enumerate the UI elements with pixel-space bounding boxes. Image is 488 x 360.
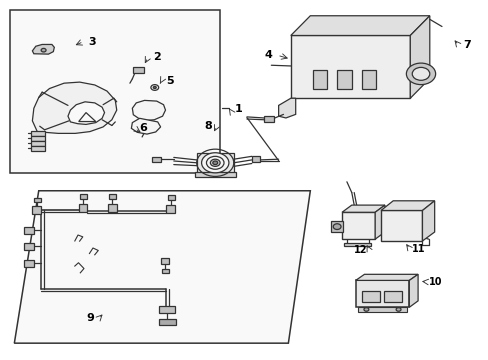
Bar bbox=[34, 198, 41, 202]
Polygon shape bbox=[355, 274, 417, 280]
Polygon shape bbox=[341, 205, 384, 212]
Bar bbox=[133, 67, 144, 73]
Bar bbox=[32, 206, 41, 214]
Bar bbox=[108, 204, 117, 212]
Polygon shape bbox=[132, 100, 165, 121]
Bar bbox=[341, 212, 374, 239]
Bar bbox=[31, 136, 44, 140]
Circle shape bbox=[395, 308, 400, 311]
Bar bbox=[361, 291, 379, 302]
Polygon shape bbox=[408, 274, 417, 307]
Circle shape bbox=[201, 153, 228, 173]
Polygon shape bbox=[32, 44, 54, 54]
Text: 4: 4 bbox=[264, 50, 272, 60]
Text: 10: 10 bbox=[428, 277, 442, 287]
Bar bbox=[24, 260, 34, 267]
Bar bbox=[357, 307, 406, 312]
Bar bbox=[290, 36, 409, 98]
Circle shape bbox=[151, 85, 158, 90]
Bar bbox=[24, 227, 34, 234]
Bar bbox=[355, 280, 408, 307]
Polygon shape bbox=[380, 201, 434, 211]
Bar bbox=[24, 243, 34, 250]
Bar bbox=[380, 211, 422, 241]
Bar bbox=[152, 157, 160, 162]
Bar bbox=[109, 194, 116, 199]
Circle shape bbox=[332, 224, 340, 229]
Circle shape bbox=[210, 159, 220, 166]
Text: 5: 5 bbox=[166, 76, 174, 86]
Bar bbox=[31, 146, 44, 150]
Bar bbox=[10, 10, 220, 173]
Text: 9: 9 bbox=[86, 314, 94, 323]
Text: 12: 12 bbox=[353, 245, 366, 255]
Bar bbox=[166, 205, 175, 213]
Text: 7: 7 bbox=[463, 40, 470, 50]
Text: 6: 6 bbox=[140, 123, 147, 133]
Bar bbox=[264, 116, 273, 122]
Bar bbox=[251, 156, 259, 162]
Bar bbox=[160, 258, 169, 264]
Circle shape bbox=[406, 63, 435, 85]
Circle shape bbox=[41, 48, 46, 52]
Polygon shape bbox=[374, 205, 384, 239]
Bar bbox=[196, 153, 233, 173]
Bar bbox=[79, 204, 87, 212]
Polygon shape bbox=[32, 82, 117, 134]
Text: 1: 1 bbox=[234, 104, 242, 114]
Bar bbox=[383, 291, 402, 302]
Bar bbox=[31, 131, 44, 135]
Bar bbox=[80, 194, 87, 199]
Bar bbox=[336, 69, 351, 89]
Circle shape bbox=[411, 67, 429, 80]
Bar bbox=[31, 141, 44, 145]
Text: 8: 8 bbox=[203, 121, 211, 131]
Text: 11: 11 bbox=[411, 244, 425, 254]
Polygon shape bbox=[68, 102, 104, 125]
Text: 3: 3 bbox=[88, 37, 96, 46]
Bar bbox=[344, 243, 370, 246]
Text: 2: 2 bbox=[153, 52, 160, 62]
Circle shape bbox=[212, 161, 217, 165]
Bar bbox=[167, 195, 174, 200]
Polygon shape bbox=[290, 16, 429, 36]
Polygon shape bbox=[131, 118, 160, 134]
Polygon shape bbox=[278, 98, 295, 118]
Polygon shape bbox=[422, 201, 434, 241]
Circle shape bbox=[363, 308, 368, 311]
Polygon shape bbox=[14, 191, 310, 343]
Bar bbox=[161, 269, 168, 273]
Bar bbox=[159, 319, 176, 324]
Bar bbox=[361, 69, 375, 89]
Bar bbox=[159, 306, 174, 314]
Bar bbox=[330, 221, 342, 232]
Polygon shape bbox=[409, 16, 429, 98]
Bar bbox=[312, 69, 327, 89]
Circle shape bbox=[153, 86, 156, 89]
Bar bbox=[194, 172, 235, 177]
